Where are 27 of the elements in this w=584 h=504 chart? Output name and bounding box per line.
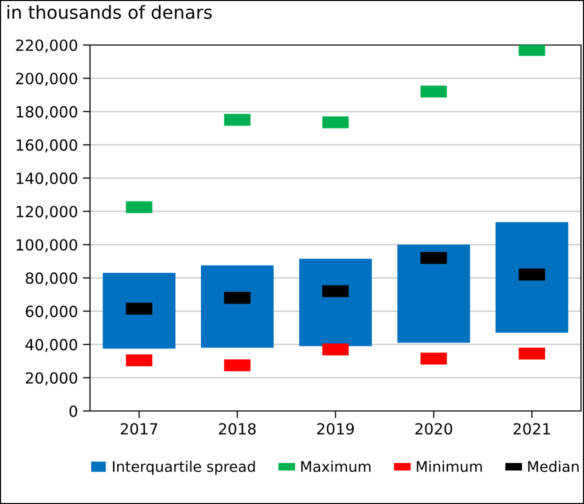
y-tick-label: 220,000 xyxy=(16,39,78,53)
y-tick-label: 160,000 xyxy=(16,139,78,152)
bar xyxy=(200,265,274,348)
x-tick-label: 2021 xyxy=(514,423,550,435)
y-tick-label: 120,000 xyxy=(16,206,78,219)
bar xyxy=(102,272,176,349)
y-tick-label: 20,000 xyxy=(26,372,78,386)
x-tick-label: 2018 xyxy=(218,423,256,435)
legend-label: Median xyxy=(528,460,579,472)
y-tick-label: 180,000 xyxy=(16,106,78,120)
y-tick-label: 0 xyxy=(69,405,78,418)
y-tick-label: 80,000 xyxy=(26,272,78,286)
x-tick-label: 2019 xyxy=(317,423,354,435)
legend-label: Maximum xyxy=(301,460,370,472)
y-tick-label: 60,000 xyxy=(26,306,78,319)
y-tick-label: 200,000 xyxy=(16,72,78,86)
legend-label: Minimum xyxy=(416,460,482,472)
bar xyxy=(299,258,372,346)
y-tick-label: 100,000 xyxy=(16,239,78,252)
x-tick-label: 2017 xyxy=(120,423,158,435)
bar xyxy=(397,244,470,343)
legend-label: Interquartile spread xyxy=(113,460,255,475)
chart-title: in thousands of denars xyxy=(8,5,212,19)
bar xyxy=(496,222,568,333)
x-tick-label: 2020 xyxy=(415,423,452,435)
y-tick-label: 40,000 xyxy=(25,338,78,352)
y-tick-label: 140,000 xyxy=(16,172,78,186)
